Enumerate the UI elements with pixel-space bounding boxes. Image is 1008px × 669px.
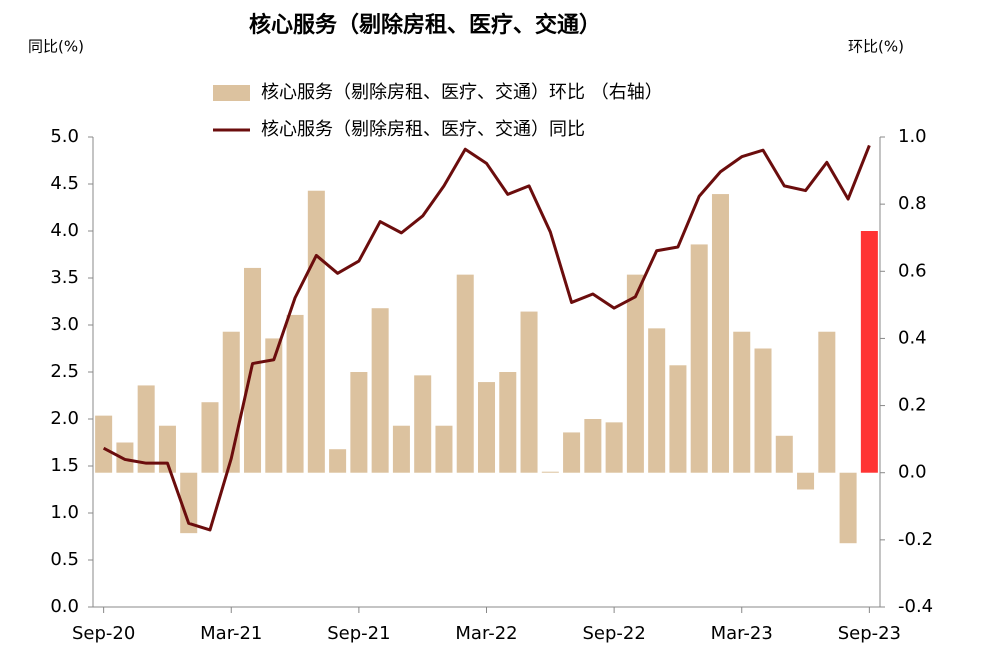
y2-tick-label: 1.0: [898, 126, 927, 147]
bar: [435, 425, 453, 473]
bar: [116, 442, 134, 473]
y2-tick-label: 0.0: [898, 462, 927, 483]
bar: [541, 471, 559, 473]
bar: [733, 331, 751, 473]
bar: [860, 231, 878, 473]
x-tick-label: Mar-21: [200, 623, 262, 644]
y-tick-label: 3.5: [50, 267, 79, 288]
y-tick-label: 5.0: [50, 126, 79, 147]
y-tick-label: 4.0: [50, 220, 79, 241]
y-tick-label: 2.0: [50, 408, 79, 429]
y2-tick-label: 0.4: [898, 327, 927, 348]
y-tick-label: 0.0: [50, 596, 79, 617]
x-tick-label: Mar-22: [455, 623, 517, 644]
bar: [605, 422, 623, 473]
line: [102, 144, 871, 532]
bar: [265, 338, 283, 473]
bar: [818, 331, 836, 473]
bar: [711, 194, 729, 473]
bar: [350, 372, 368, 473]
x-tick-label: Sep-20: [72, 623, 135, 644]
bar: [669, 365, 687, 473]
chart-title: 核心服务（剔除房租、医疗、交通）: [249, 12, 601, 38]
y-tick-label: 0.5: [50, 549, 79, 570]
bar: [775, 435, 793, 473]
bar: [329, 449, 347, 473]
bar: [520, 311, 538, 473]
bar: [477, 382, 496, 473]
bar: [222, 331, 240, 473]
bar: [839, 472, 857, 544]
bar: [690, 244, 708, 473]
y-axis-label: 同比(%): [28, 38, 84, 56]
bar: [584, 419, 602, 473]
x-tick-label: Sep-23: [838, 623, 901, 644]
bar: [414, 375, 432, 473]
bar: [648, 328, 666, 473]
y2-tick-label: 0.8: [898, 193, 927, 214]
bar: [180, 472, 198, 534]
y2-tick-label: 0.6: [898, 260, 927, 281]
y2-tick-label: -0.2: [898, 529, 933, 550]
bar: [499, 372, 517, 473]
legend-label: 核心服务（剔除房租、医疗、交通）同比: [261, 119, 585, 140]
bar: [371, 308, 389, 473]
y-tick-label: 2.5: [50, 361, 79, 382]
y-tick-label: 3.0: [50, 314, 79, 335]
bar: [201, 402, 219, 473]
bar: [563, 432, 581, 473]
y2-tick-label: -0.4: [898, 596, 933, 617]
y-tick-label: 4.5: [50, 173, 79, 194]
bar: [286, 314, 304, 473]
x-tick-label: Mar-23: [711, 623, 773, 644]
y-tick-label: 1.0: [50, 502, 79, 523]
bar: [797, 472, 815, 490]
bar: [754, 348, 772, 473]
bar: [456, 274, 474, 473]
bar: [307, 190, 325, 473]
y-tick-label: 1.5: [50, 455, 79, 476]
legend-label: 核心服务（剔除房租、医疗、交通）环比 （右轴）: [261, 82, 663, 103]
bar: [95, 415, 113, 473]
y2-tick-label: 0.2: [898, 395, 927, 416]
legend-swatch: [213, 85, 250, 101]
x-tick-label: Sep-21: [327, 623, 390, 644]
x-tick-label: Sep-22: [582, 623, 645, 644]
bar: [137, 385, 155, 473]
bar: [392, 425, 410, 473]
y2-axis-label: 环比(%): [848, 38, 904, 56]
bar: [626, 274, 644, 473]
bar: [158, 425, 176, 473]
